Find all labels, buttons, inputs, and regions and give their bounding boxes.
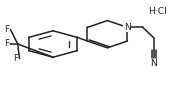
Text: N: N (150, 59, 157, 68)
Text: F: F (4, 25, 9, 34)
Text: H·Cl: H·Cl (148, 7, 167, 16)
Text: F: F (13, 54, 18, 63)
Text: F: F (4, 40, 9, 48)
Text: N: N (124, 23, 131, 32)
